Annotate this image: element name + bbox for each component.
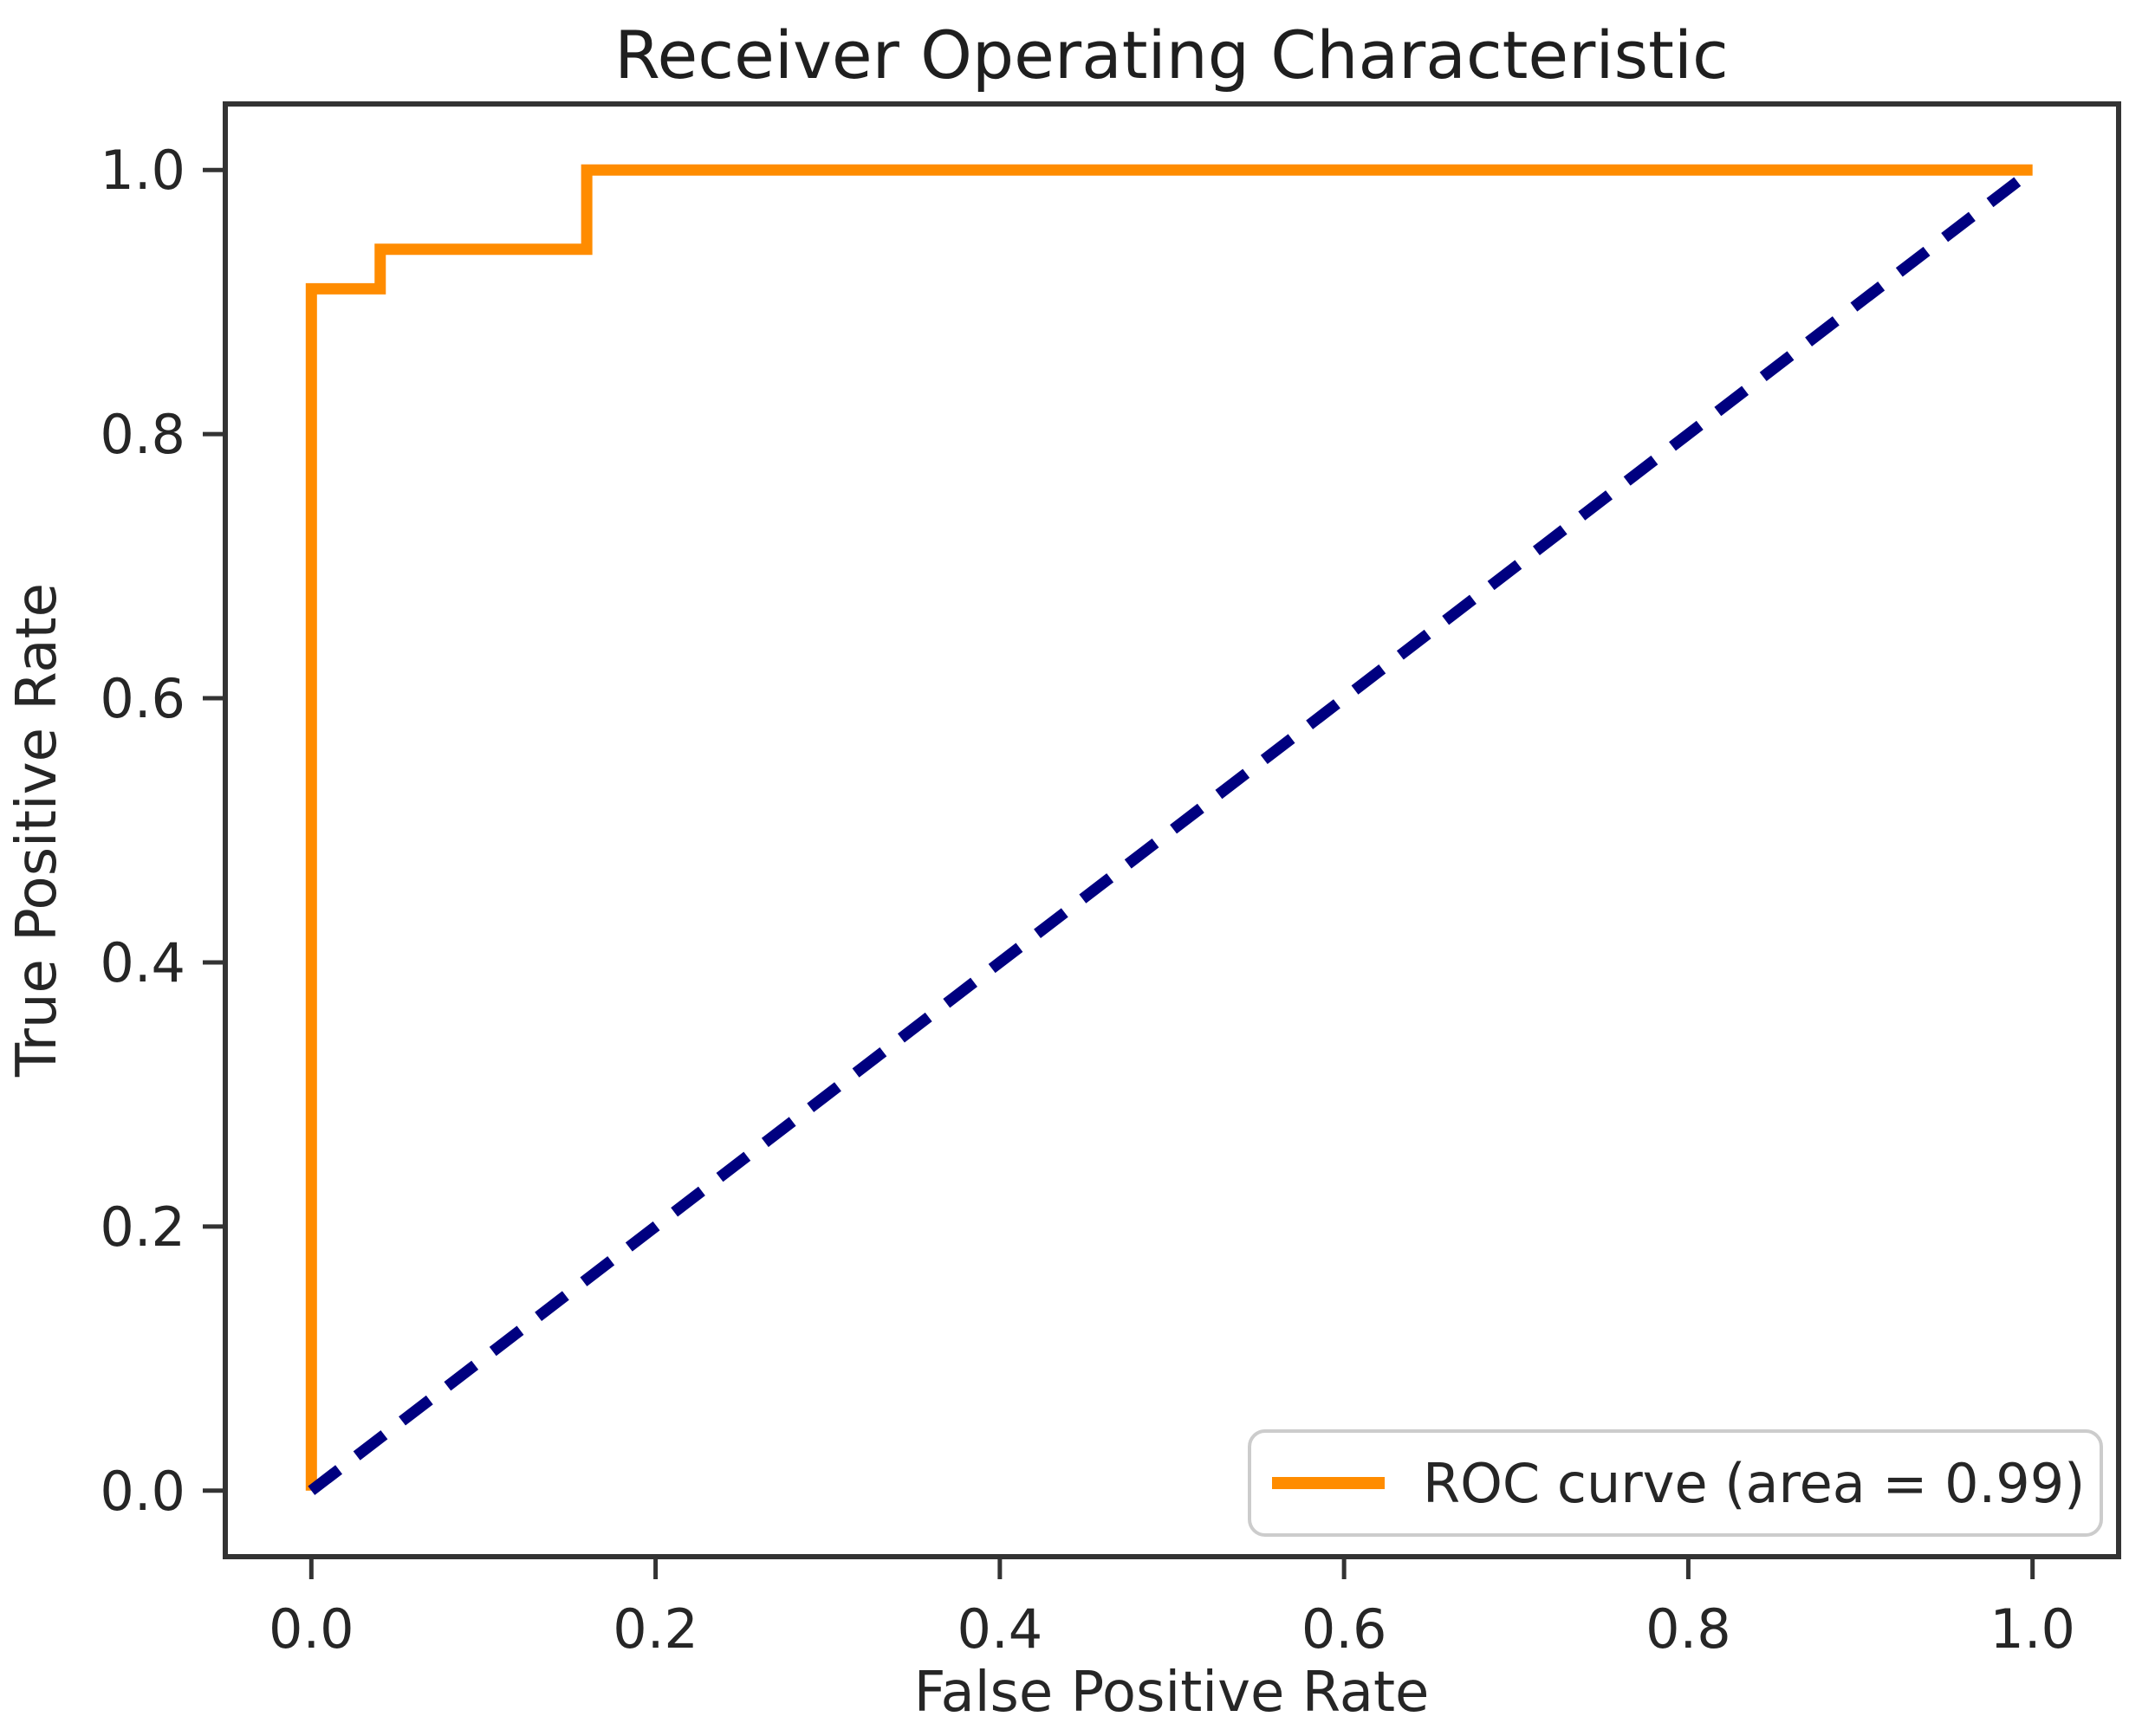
legend-box	[1248, 1429, 2103, 1537]
x-tick-label: 0.8	[1645, 1597, 1731, 1661]
x-tick-label: 0.4	[957, 1597, 1043, 1661]
axes-spines	[223, 101, 2121, 1559]
y-tick-label: 0.4	[100, 931, 185, 994]
legend: ROC curve (area = 0.99)	[1248, 1429, 2103, 1537]
y-tick-label: 0.0	[100, 1460, 185, 1523]
y-axis-label: True Positive Rate	[5, 583, 69, 1078]
legend-roc-label: ROC curve (area = 0.99)	[1423, 1452, 2085, 1515]
y-tick-label: 0.8	[100, 403, 185, 466]
chart-title: Receiver Operating Characteristic	[614, 16, 1729, 94]
x-tick-label: 0.2	[613, 1597, 698, 1661]
axes-layer: 0.0 0.2 0.4 0.6 0.8 1.0 0.0 0.2 0.4 0.6 0.8 1.0	[100, 101, 2121, 1661]
series-layer	[305, 164, 2036, 1495]
x-tick-label: 0.0	[269, 1597, 354, 1661]
y-tick-label: 0.2	[100, 1195, 185, 1259]
y-tick-label: 1.0	[100, 139, 185, 202]
roc-curve-line	[305, 164, 2033, 1491]
x-axis-label: False Positive Rate	[914, 1661, 1430, 1725]
chance-diagonal-line	[308, 165, 2036, 1495]
x-tick-label: 1.0	[1989, 1597, 2075, 1661]
y-tick-label: 0.6	[100, 667, 185, 730]
x-tick-label: 0.6	[1301, 1597, 1387, 1661]
